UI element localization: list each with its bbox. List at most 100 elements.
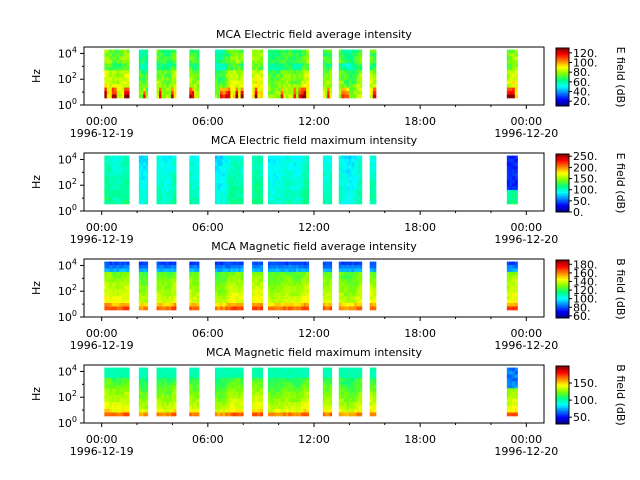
spectrogram-cell (301, 388, 304, 393)
spectrogram-cell (322, 193, 326, 198)
colorbar-swatch (556, 74, 569, 77)
spectrogram-cell (111, 409, 115, 413)
spectrogram-cell (372, 395, 377, 400)
spectrogram-cell (329, 402, 333, 406)
spectrogram-cell (509, 402, 513, 406)
spectrogram-cell (285, 268, 289, 273)
spectrogram-cell (273, 405, 277, 410)
spectrogram-cell (369, 409, 374, 413)
spectrogram-cell (111, 367, 115, 372)
spectrogram-cell (351, 176, 355, 181)
spectrogram-cell (506, 395, 510, 400)
spectrogram-cell (514, 377, 518, 382)
spectrogram-cell (260, 63, 264, 68)
spectrogram-cell (254, 155, 258, 160)
spectrogram-cell (161, 398, 165, 403)
spectrogram-cell (288, 395, 292, 400)
spectrogram-cell (230, 398, 234, 403)
colorbar-tick-label: 80. (573, 66, 591, 79)
spectrogram-cell (240, 200, 244, 205)
colorbar-swatch (556, 271, 569, 274)
spectrogram-cell (356, 367, 360, 372)
spectrogram-cell (329, 278, 333, 283)
spectrogram-cell (351, 169, 355, 174)
spectrogram-cell (285, 63, 289, 68)
spectrogram-cell (325, 159, 328, 163)
spectrogram-cell (327, 70, 330, 75)
spectrogram-cell (138, 374, 142, 379)
spectrogram-cell (290, 371, 294, 375)
spectrogram-cell (143, 49, 146, 54)
spectrogram-cell (227, 381, 231, 386)
spectrogram-cell (138, 395, 142, 400)
spectrogram-cell (275, 398, 279, 403)
spectrogram-cell (106, 306, 110, 311)
spectrogram-cell (166, 402, 170, 406)
spectrogram-cell (270, 94, 274, 99)
spectrogram-cell (303, 377, 307, 382)
spectrogram-cell (168, 73, 172, 78)
spectrogram-cell (260, 59, 264, 64)
spectrogram-cell (138, 49, 142, 54)
spectrogram-cell (514, 80, 518, 85)
spectrogram-cell (214, 371, 218, 375)
spectrogram-cell (290, 275, 294, 280)
spectrogram-cell (138, 80, 142, 85)
spectrogram-cell (163, 388, 167, 393)
spectrogram-cell (329, 73, 333, 78)
spectrogram-cell (329, 63, 333, 68)
colorbar-swatch (556, 168, 569, 171)
spectrogram-cell (290, 402, 294, 406)
spectrogram-cell (158, 193, 162, 198)
spectrogram-cell (288, 63, 292, 68)
spectrogram-cell (230, 77, 234, 82)
spectrogram-cell (254, 70, 258, 75)
spectrogram-cell (156, 384, 160, 389)
spectrogram-cell (158, 303, 162, 307)
spectrogram-cell (230, 289, 234, 294)
spectrogram-cell (145, 367, 149, 372)
spectrogram-cell (173, 412, 177, 417)
spectrogram-cell (116, 159, 120, 163)
spectrogram-cell (325, 299, 328, 304)
spectrogram-cell (214, 73, 218, 78)
spectrogram-cell (156, 169, 160, 174)
spectrogram-cell (124, 77, 128, 82)
spectrogram-cell (343, 53, 347, 57)
spectrogram-cell (293, 285, 297, 290)
spectrogram-cell (359, 176, 363, 181)
spectrogram-cell (509, 405, 513, 410)
spectrogram-cell (252, 172, 256, 177)
spectrogram-cell (280, 56, 284, 61)
spectrogram-cell (104, 289, 108, 294)
spectrogram-cell (254, 278, 258, 283)
spectrogram-cell (222, 155, 226, 160)
spectrogram-cell (280, 282, 284, 287)
x-tick-date: 1996-12-19 (70, 233, 134, 246)
spectrogram-cell (306, 183, 310, 188)
spectrogram-cell (196, 377, 200, 382)
spectrogram-cell (283, 197, 287, 201)
spectrogram-cell (295, 179, 299, 184)
spectrogram-cell (351, 162, 355, 167)
spectrogram-cell (303, 265, 307, 269)
spectrogram-cell (295, 91, 299, 95)
spectrogram-cell (156, 193, 160, 198)
spectrogram-cell (166, 292, 170, 297)
spectrogram-cell (273, 186, 277, 191)
spectrogram-cell (372, 165, 377, 170)
spectrogram-cell (217, 49, 221, 54)
spectrogram-cell (145, 384, 149, 389)
spectrogram-cell (227, 306, 231, 311)
spectrogram-cell (254, 268, 258, 273)
spectrogram-cell (346, 179, 350, 184)
spectrogram-cell (227, 402, 231, 406)
spectrogram-cell (156, 271, 160, 276)
spectrogram-cell (254, 412, 258, 417)
spectrogram-cell (252, 265, 256, 269)
spectrogram-cell (238, 409, 242, 413)
spectrogram-cell (145, 172, 149, 177)
spectrogram-cell (254, 53, 258, 57)
spectrogram-cell (217, 395, 221, 400)
spectrogram-cell (214, 388, 218, 393)
